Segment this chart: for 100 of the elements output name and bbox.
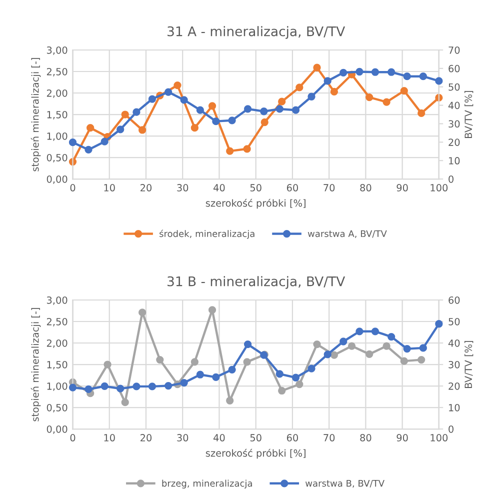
point xyxy=(313,340,321,348)
y-axis-title: stopień mineralizacji [-] xyxy=(30,308,41,422)
point xyxy=(382,342,390,350)
legend-label: środek, mineralizacja xyxy=(160,230,254,239)
x-tick-label: 30 xyxy=(177,184,188,192)
point xyxy=(330,351,338,359)
point xyxy=(196,106,204,114)
point xyxy=(388,332,396,341)
point xyxy=(313,64,321,72)
point xyxy=(418,356,426,364)
x-tick-label: 50 xyxy=(250,434,262,442)
point xyxy=(148,382,156,390)
point xyxy=(371,328,380,336)
point xyxy=(190,124,199,132)
y2-axis-title: BV/TV [%] xyxy=(464,340,474,388)
y2-tick-label: 60 xyxy=(448,64,460,72)
y2-tick-label: 10 xyxy=(449,404,460,412)
point xyxy=(366,350,374,358)
x-tick-label: 80 xyxy=(360,434,372,442)
y2-tick-label: 40 xyxy=(448,102,460,110)
y2-tick-label: 0 xyxy=(448,425,454,433)
x-tick-label: 80 xyxy=(360,184,372,192)
point xyxy=(419,344,427,352)
point xyxy=(278,386,286,395)
y-tick-label: 1,50 xyxy=(47,360,68,370)
y-tick-label: 0,50 xyxy=(46,154,68,162)
point xyxy=(340,338,348,346)
x-tick-label: 60 xyxy=(286,434,298,442)
point xyxy=(86,124,94,132)
point xyxy=(371,68,380,76)
point xyxy=(324,350,332,358)
point xyxy=(260,118,268,126)
point xyxy=(403,344,411,353)
point xyxy=(226,396,234,404)
x-tick-label: 50 xyxy=(250,184,262,192)
point xyxy=(278,98,286,106)
point xyxy=(100,138,108,146)
point xyxy=(68,384,77,392)
point xyxy=(419,72,427,80)
x-tick-label: 60 xyxy=(286,184,298,192)
legend-label: warstwa A, BV/TV xyxy=(308,230,387,238)
chart-title: 31 B - mineralizacja, BV/TV xyxy=(168,276,346,289)
y-tick-label: 2,50 xyxy=(46,68,68,76)
point xyxy=(156,356,164,364)
point xyxy=(348,342,356,350)
point xyxy=(330,88,338,96)
point xyxy=(116,126,124,134)
y-tick-label: 3,00 xyxy=(46,46,68,55)
point xyxy=(308,364,316,372)
x-tick-label: 20 xyxy=(140,434,152,442)
point xyxy=(418,109,426,118)
y2-tick-label: 70 xyxy=(448,46,460,54)
point xyxy=(228,116,236,124)
point xyxy=(244,105,252,113)
y-tick-label: 1,50 xyxy=(47,110,68,120)
point xyxy=(366,93,374,102)
x-tick-label: 10 xyxy=(104,184,115,192)
point xyxy=(292,374,300,382)
x-tick-label: 0 xyxy=(70,184,76,192)
point xyxy=(212,373,220,382)
point xyxy=(243,358,251,366)
point xyxy=(208,306,216,314)
x-axis-title: szerokość próbki [%] xyxy=(206,448,306,459)
x-tick-label: 90 xyxy=(396,434,408,442)
point xyxy=(340,68,348,76)
y-tick-label: 2,00 xyxy=(46,89,68,98)
y2-tick-label: 20 xyxy=(448,138,460,146)
point xyxy=(164,88,172,96)
y-tick-label: 2,50 xyxy=(46,318,68,326)
point xyxy=(226,147,234,155)
legend-label: brzeg, mineralizacja xyxy=(162,480,252,488)
point xyxy=(276,370,284,378)
point xyxy=(208,102,216,110)
point xyxy=(164,382,172,390)
y-tick-label: 2,00 xyxy=(46,339,68,348)
point xyxy=(104,360,112,368)
y-tick-label: 0,00 xyxy=(46,175,68,184)
point xyxy=(403,72,411,80)
y2-tick-label: 10 xyxy=(449,157,460,164)
chart-title: 31 A - mineralizacja, BV/TV xyxy=(168,26,346,39)
y-tick-label: 0,00 xyxy=(46,425,68,434)
x-tick-label: 70 xyxy=(324,184,335,192)
legend-label: warstwa B, BV/TV xyxy=(306,480,384,488)
point xyxy=(132,108,140,116)
point xyxy=(196,370,204,378)
y2-tick-label: 60 xyxy=(448,296,460,304)
x-tick-label: 70 xyxy=(324,434,335,442)
y-tick-label: 1,00 xyxy=(47,132,68,141)
y2-tick-label: 20 xyxy=(448,382,460,390)
y-tick-label: 0,50 xyxy=(46,404,68,412)
point xyxy=(228,366,236,374)
point xyxy=(400,87,408,95)
point xyxy=(138,308,146,316)
y2-tick-label: 30 xyxy=(448,360,460,368)
point xyxy=(138,126,146,134)
point xyxy=(324,77,332,85)
y2-tick-label: 50 xyxy=(448,83,460,91)
point xyxy=(180,96,188,104)
point xyxy=(116,384,124,392)
y2-tick-label: 50 xyxy=(448,318,460,326)
